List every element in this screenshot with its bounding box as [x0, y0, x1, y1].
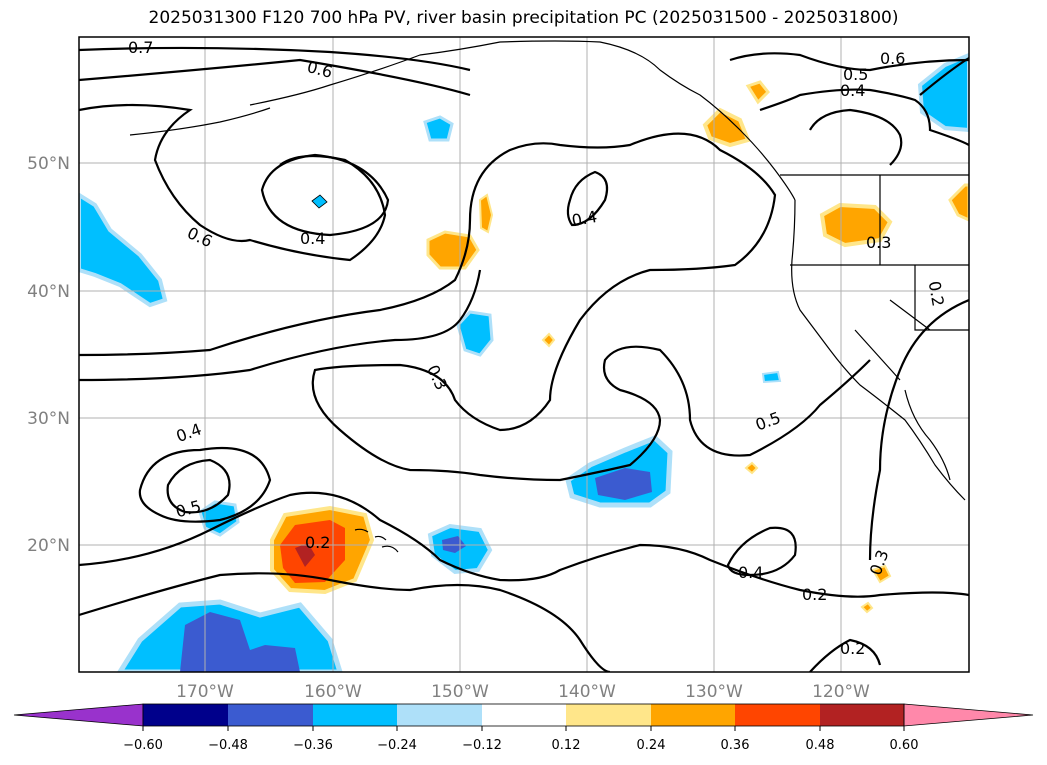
lon-label-170w: 170°W — [176, 682, 234, 702]
contour-0.5-loop — [138, 446, 272, 523]
map-frame — [78, 36, 970, 673]
neg-patch-west — [79, 192, 168, 308]
colorbar-tick-label: 0.48 — [806, 738, 835, 753]
colorbar-min-arrow — [13, 703, 144, 727]
contour-main — [79, 132, 871, 482]
colorbar-tick-label: −0.36 — [293, 738, 333, 753]
lat-label-40n: 40°N — [27, 282, 70, 302]
colorbar-bin — [397, 704, 482, 726]
figure-title: 2025031300 F120 700 hPa PV, river basin … — [148, 8, 899, 28]
contour-0.6-west — [79, 103, 387, 262]
shaded-regions — [79, 52, 969, 672]
colorbar-tick-label: 0.12 — [552, 738, 581, 753]
contour-0.5-inner — [166, 458, 231, 514]
contour-0.4-inner — [566, 170, 609, 227]
pos-patch-east — [948, 183, 969, 222]
colorbar-max-arrow — [903, 703, 1034, 727]
colorbar-tick-label: −0.48 — [208, 738, 248, 753]
coast-aleutians — [129, 107, 271, 136]
lon-label-130w: 130°W — [685, 682, 743, 702]
neg-patch-153w — [423, 115, 454, 142]
neg-patch-135w-core — [595, 468, 652, 500]
coast-baja — [904, 389, 951, 481]
lat-label-20n: 20°N — [27, 536, 70, 556]
colorbar-tick-label: −0.60 — [123, 738, 163, 753]
gridlines — [79, 37, 969, 672]
contour-label: 0.4 — [300, 229, 325, 248]
lon-label-140w: 140°W — [558, 682, 616, 702]
contour-0.2-se — [809, 638, 882, 672]
contour-label: 0.7 — [128, 38, 153, 57]
longitude-labels: 170°W 160°W 150°W 140°W 130°W 120°W — [176, 682, 870, 702]
contour-0.7 — [79, 46, 471, 72]
contour-label: 0.6 — [880, 49, 905, 68]
contour-label: 0.4 — [570, 207, 598, 230]
neg-dot-2 — [311, 194, 328, 209]
contour-label: 0.4 — [840, 81, 865, 100]
contour-0.2-low — [79, 572, 611, 672]
map-panel: 0.7 0.6 0.6 0.5 0.4 0.4 0.6 0.4 0.3 0.2 … — [79, 37, 969, 672]
pv-contours — [79, 46, 969, 672]
neg-patch-150w-37n — [456, 310, 494, 357]
pos-patch-oregon — [819, 202, 893, 248]
pos-sliver-148w — [478, 193, 494, 234]
contour-0.2 — [79, 491, 969, 598]
colorbar-bin — [735, 704, 820, 726]
neg-patch-southwest-core — [180, 612, 300, 672]
neg-dot-1 — [761, 370, 782, 384]
coast-alaska — [249, 40, 796, 201]
colorbar-tick-label: 0.24 — [637, 738, 666, 753]
contour-label: 0.2 — [305, 533, 330, 552]
pos-patch-hawaii-deep — [295, 543, 315, 567]
colorbar-bin — [228, 704, 313, 726]
colorbar-tick-label: 0.36 — [721, 738, 750, 753]
contour-0.4-se — [726, 526, 797, 577]
border-states — [790, 175, 969, 381]
contour-0.4-ne — [759, 88, 969, 146]
colorbar-tick-label: −0.12 — [462, 738, 502, 753]
pos-dot-2 — [744, 461, 759, 475]
colorbar-tick-label: −0.24 — [377, 738, 417, 753]
lat-label-30n: 30°N — [27, 409, 70, 429]
contour-label: 0.5 — [843, 65, 868, 84]
pos-dot-3 — [871, 564, 892, 584]
contour-0.5-right — [809, 108, 903, 166]
contour-0.4-ring — [260, 153, 390, 237]
colorbar-bin — [313, 704, 397, 726]
coastlines — [129, 40, 969, 553]
colorbar-bin — [482, 704, 566, 726]
colorbar-bin — [143, 704, 228, 726]
coast-hawaii — [354, 528, 399, 553]
colorbar-tick-label: 0.60 — [890, 738, 919, 753]
colorbar-bin — [651, 704, 735, 726]
colorbar-frame — [142, 703, 905, 727]
contour-label: 0.2 — [802, 585, 827, 604]
pos-patch-alaska — [745, 80, 771, 105]
contour-0.6-ne — [919, 57, 969, 96]
colorbar-bin — [820, 704, 904, 726]
contour-0.6-north — [79, 58, 471, 97]
colorbar: −0.60 −0.48 −0.36 −0.24 −0.12 0.12 0.24 … — [13, 703, 1034, 753]
pos-patch-151w — [426, 230, 480, 270]
contour-label: 0.3 — [866, 233, 891, 252]
neg-patch-northeast — [917, 52, 969, 133]
lon-label-120w: 120°W — [812, 682, 870, 702]
contour-label: 0.2 — [925, 280, 948, 308]
pos-dot-1 — [541, 332, 556, 348]
contour-0.5-ne — [729, 52, 969, 72]
contour-0.3 — [79, 269, 482, 382]
lat-label-50n: 50°N — [27, 154, 70, 174]
contour-label: 0.2 — [840, 639, 865, 658]
lon-label-150w: 150°W — [431, 682, 489, 702]
latitude-labels: 50°N 40°N 30°N 20°N — [27, 154, 70, 556]
colorbar-bin — [566, 704, 651, 726]
pos-dot-4 — [860, 601, 874, 614]
pos-patch-bc — [702, 107, 751, 148]
contour-label: 0.4 — [738, 563, 763, 582]
contour-0.3-east — [868, 298, 969, 561]
lon-label-160w: 160°W — [304, 682, 362, 702]
colorbar-ticks — [142, 726, 905, 731]
